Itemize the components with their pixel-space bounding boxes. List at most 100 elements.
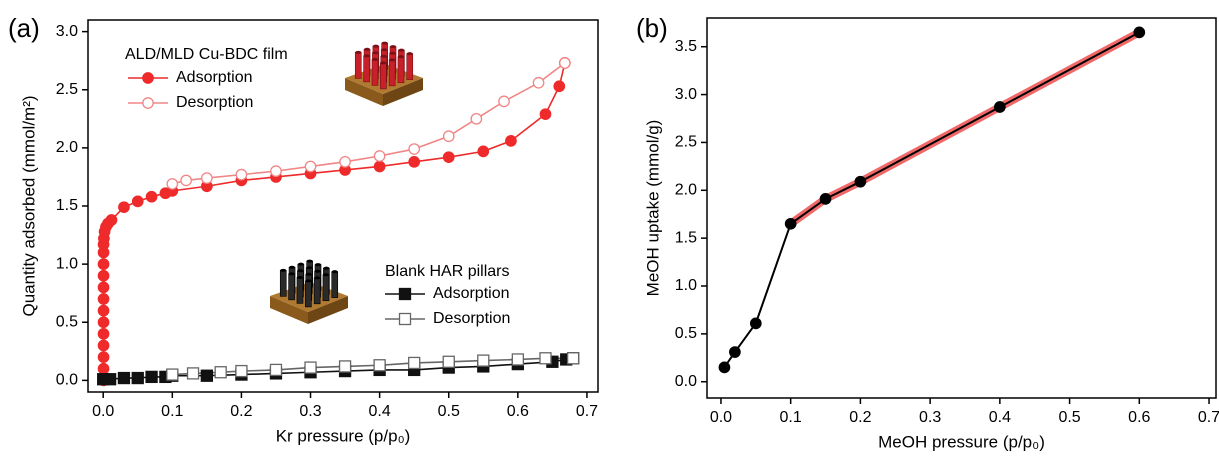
icon-pillar: [279, 270, 287, 297]
plot-frame: [706, 17, 1217, 399]
data-point: [993, 101, 1006, 113]
data-point: [304, 160, 317, 173]
icon-pillar-top: [315, 263, 322, 267]
legend-marker: [142, 97, 154, 109]
data-point: [97, 269, 110, 282]
data-point: [477, 354, 490, 367]
data-point: [338, 360, 352, 373]
data-point: [304, 361, 317, 374]
x-tick-label: 0.1: [780, 409, 802, 426]
data-point: [97, 293, 110, 305]
legend-marker: [398, 312, 412, 326]
data-point: [442, 355, 455, 368]
plot-frame: [87, 19, 599, 393]
legend-label: Desorption: [433, 310, 510, 327]
data-point: [819, 193, 832, 205]
icon-pillar: [322, 274, 330, 302]
data-point: [180, 174, 192, 187]
icon-pillar: [331, 271, 339, 298]
legend-label: Desorption: [176, 94, 253, 111]
data-point: [373, 359, 386, 372]
data-point: [186, 367, 200, 380]
x-axis-label: MeOH pressure (p/p₀): [878, 432, 1045, 451]
x-tick-label: 0.3: [919, 409, 941, 426]
x-axis-label: Kr pressure (p/p₀): [276, 426, 411, 445]
data-point: [729, 346, 741, 358]
icon-pillar: [305, 280, 312, 308]
panel-label: (b): [636, 13, 668, 43]
x-tick-label: 0.6: [507, 403, 529, 420]
icon-pillar-top: [380, 54, 387, 58]
icon-pillar-top: [364, 47, 371, 51]
icon-pillar-top: [389, 51, 396, 55]
data-point: [105, 214, 118, 226]
icon-pillar-top: [363, 54, 370, 58]
y-tick-label: 3.5: [675, 38, 697, 55]
icon-pillar: [406, 53, 414, 80]
panel-label: (a): [8, 13, 40, 43]
data-point: [373, 160, 386, 173]
x-tick-label: 0.1: [161, 403, 183, 420]
data-point: [498, 95, 510, 108]
icon-pillar-top: [305, 279, 312, 283]
icon-pillar-top: [398, 48, 405, 52]
x-tick-label: 0.4: [369, 403, 391, 420]
icon-base-left: [270, 296, 308, 324]
y-tick-label: 1.5: [675, 229, 697, 246]
data-point: [442, 151, 455, 164]
data-point: [117, 371, 131, 385]
data-point: [854, 175, 867, 188]
icon-pillar-top: [297, 262, 304, 266]
data-point: [201, 172, 213, 184]
data-point: [477, 145, 490, 158]
data-point: [97, 258, 110, 270]
data-point: [408, 356, 421, 370]
data-point: [97, 351, 110, 363]
icon-pillar-top: [280, 268, 287, 272]
x-tick-label: 0.0: [92, 403, 114, 420]
y-tick-label: 1.5: [56, 197, 78, 214]
data-point: [131, 195, 144, 208]
icon-pillar-top: [314, 276, 321, 280]
data-point: [566, 352, 580, 365]
legend-marker: [398, 287, 412, 301]
y-tick-label: 0.0: [675, 373, 697, 390]
data-point: [200, 369, 214, 382]
series-line: [102, 62, 566, 381]
data-point: [442, 130, 455, 143]
data-point: [97, 339, 110, 352]
x-tick-label: 0.4: [989, 409, 1011, 426]
y-tick-label: 3.0: [56, 23, 78, 40]
x-tick-label: 0.7: [576, 403, 598, 420]
data-point: [539, 108, 552, 121]
legend-label: Adsorption: [176, 69, 253, 86]
icon-pillar-top: [372, 51, 379, 55]
icon-pillar: [397, 56, 405, 84]
y-axis-label: Quantity adsorbed (mmol/m²): [19, 95, 38, 316]
icon-pillar: [354, 52, 362, 79]
icon-pillar-top: [306, 259, 313, 263]
data-point: [97, 316, 110, 329]
y-tick-label: 1.0: [675, 277, 697, 294]
icon-pillar: [313, 277, 321, 305]
y-tick-label: 2.0: [56, 139, 78, 156]
data-point: [1133, 26, 1146, 39]
data-point: [103, 373, 117, 386]
data-point: [145, 190, 158, 203]
data-point: [408, 155, 421, 168]
data-point: [214, 366, 227, 379]
data-point: [553, 80, 566, 93]
data-point: [235, 168, 248, 181]
icon-pillar: [288, 273, 295, 301]
icon-pillar-top: [381, 41, 388, 45]
y-tick-label: 3.0: [675, 86, 697, 103]
data-point: [166, 178, 179, 190]
icon-pillar-top: [390, 45, 397, 49]
icon-pillar-top: [296, 275, 303, 279]
icon-pillar-top: [381, 48, 388, 52]
icon-pillar-top: [355, 50, 362, 54]
icon-pillar-top: [323, 266, 330, 270]
y-tick-label: 2.5: [56, 81, 78, 98]
data-point: [97, 304, 110, 317]
